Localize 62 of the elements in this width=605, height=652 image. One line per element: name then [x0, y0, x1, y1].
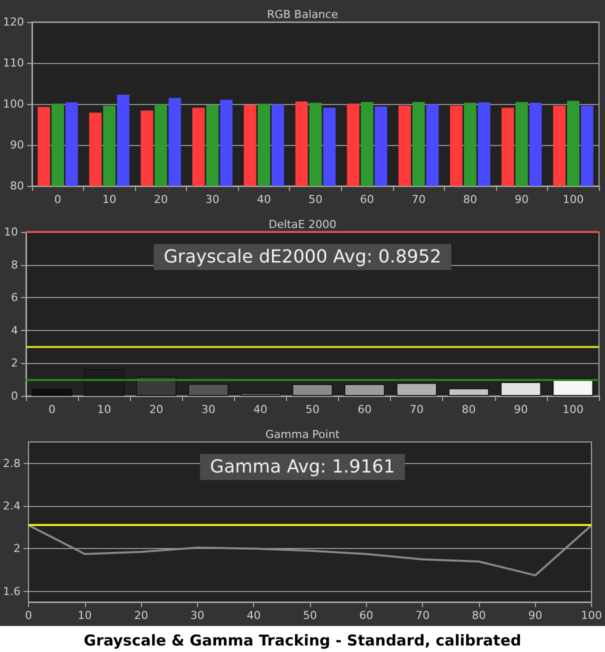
y-tick-label: 120: [2, 16, 24, 28]
x-tick-label: 60: [359, 609, 374, 622]
x-tick-label: 10: [78, 609, 92, 622]
x-tick-label: 30: [205, 193, 220, 206]
x-tick-label: 70: [410, 403, 424, 416]
y-tick-label: 0: [11, 390, 18, 402]
y-tick-label: 2.4: [2, 500, 20, 512]
x-tick-label: 50: [308, 193, 322, 206]
x-tick-label: 60: [358, 403, 372, 416]
x-tick-label: 60: [360, 193, 374, 206]
x-tick-label: 0: [24, 609, 32, 622]
x-tick-label: 80: [462, 403, 476, 416]
annotation: Grayscale dE2000 Avg: 0.8952: [164, 246, 442, 268]
x-tick-label: 20: [149, 403, 164, 416]
y-tick-label: 2: [13, 542, 20, 556]
x-tick-label: 100: [562, 193, 584, 206]
x-tick-label: 100: [581, 609, 602, 622]
bar: [500, 382, 542, 396]
x-tick-label: 20: [134, 609, 148, 622]
y-tick-label: 2: [11, 356, 18, 370]
x-tick-label: 90: [528, 609, 542, 622]
bar: [344, 384, 385, 396]
x-tick-label: 40: [253, 403, 268, 416]
x-tick-label: 40: [246, 609, 261, 622]
chart-title: Gamma Point: [265, 428, 340, 441]
x-tick-label: 30: [201, 403, 216, 416]
y-tick-label: 100: [2, 98, 24, 110]
y-tick-label: 80: [10, 180, 24, 192]
y-tick-label: 4: [11, 324, 18, 337]
x-tick-label: 80: [472, 609, 486, 622]
x-tick-label: 40: [256, 193, 271, 206]
x-tick-label: 10: [102, 193, 116, 206]
x-tick-label: 50: [306, 403, 320, 416]
x-tick-label: 10: [97, 403, 112, 416]
x-tick-label: 30: [190, 609, 204, 622]
x-tick-label: 100: [562, 403, 584, 416]
annotation: Gamma Avg: 1.9161: [210, 456, 395, 478]
y-tick-label: 10: [4, 226, 18, 238]
chart-title: RGB Balance: [266, 8, 338, 21]
bar: [32, 388, 72, 396]
bar: [240, 392, 281, 396]
y-tick-label: 2.8: [2, 456, 20, 470]
x-tick-label: 70: [412, 193, 426, 206]
x-tick-label: 70: [416, 609, 430, 622]
chart-title: DeltaE 2000: [268, 218, 336, 231]
y-tick-label: 1.6: [2, 584, 20, 598]
y-tick-label: 8: [11, 258, 18, 272]
x-tick-label: 0: [48, 403, 56, 416]
x-tick-label: 20: [154, 193, 168, 206]
x-tick-label: 0: [54, 193, 62, 206]
bar: [188, 384, 229, 396]
x-tick-label: 90: [514, 403, 528, 416]
x-tick-label: 90: [514, 193, 529, 206]
y-tick-label: 110: [2, 56, 24, 70]
bar: [292, 384, 333, 396]
x-tick-label: 50: [303, 609, 317, 622]
y-tick-label: 6: [11, 291, 18, 304]
line-series: [27, 524, 592, 576]
x-tick-label: 80: [463, 193, 478, 206]
text: Grayscale & Gamma Tracking - Standard, calibrated: [84, 632, 522, 650]
y-tick-label: 90: [10, 138, 24, 152]
bar: [448, 388, 490, 396]
